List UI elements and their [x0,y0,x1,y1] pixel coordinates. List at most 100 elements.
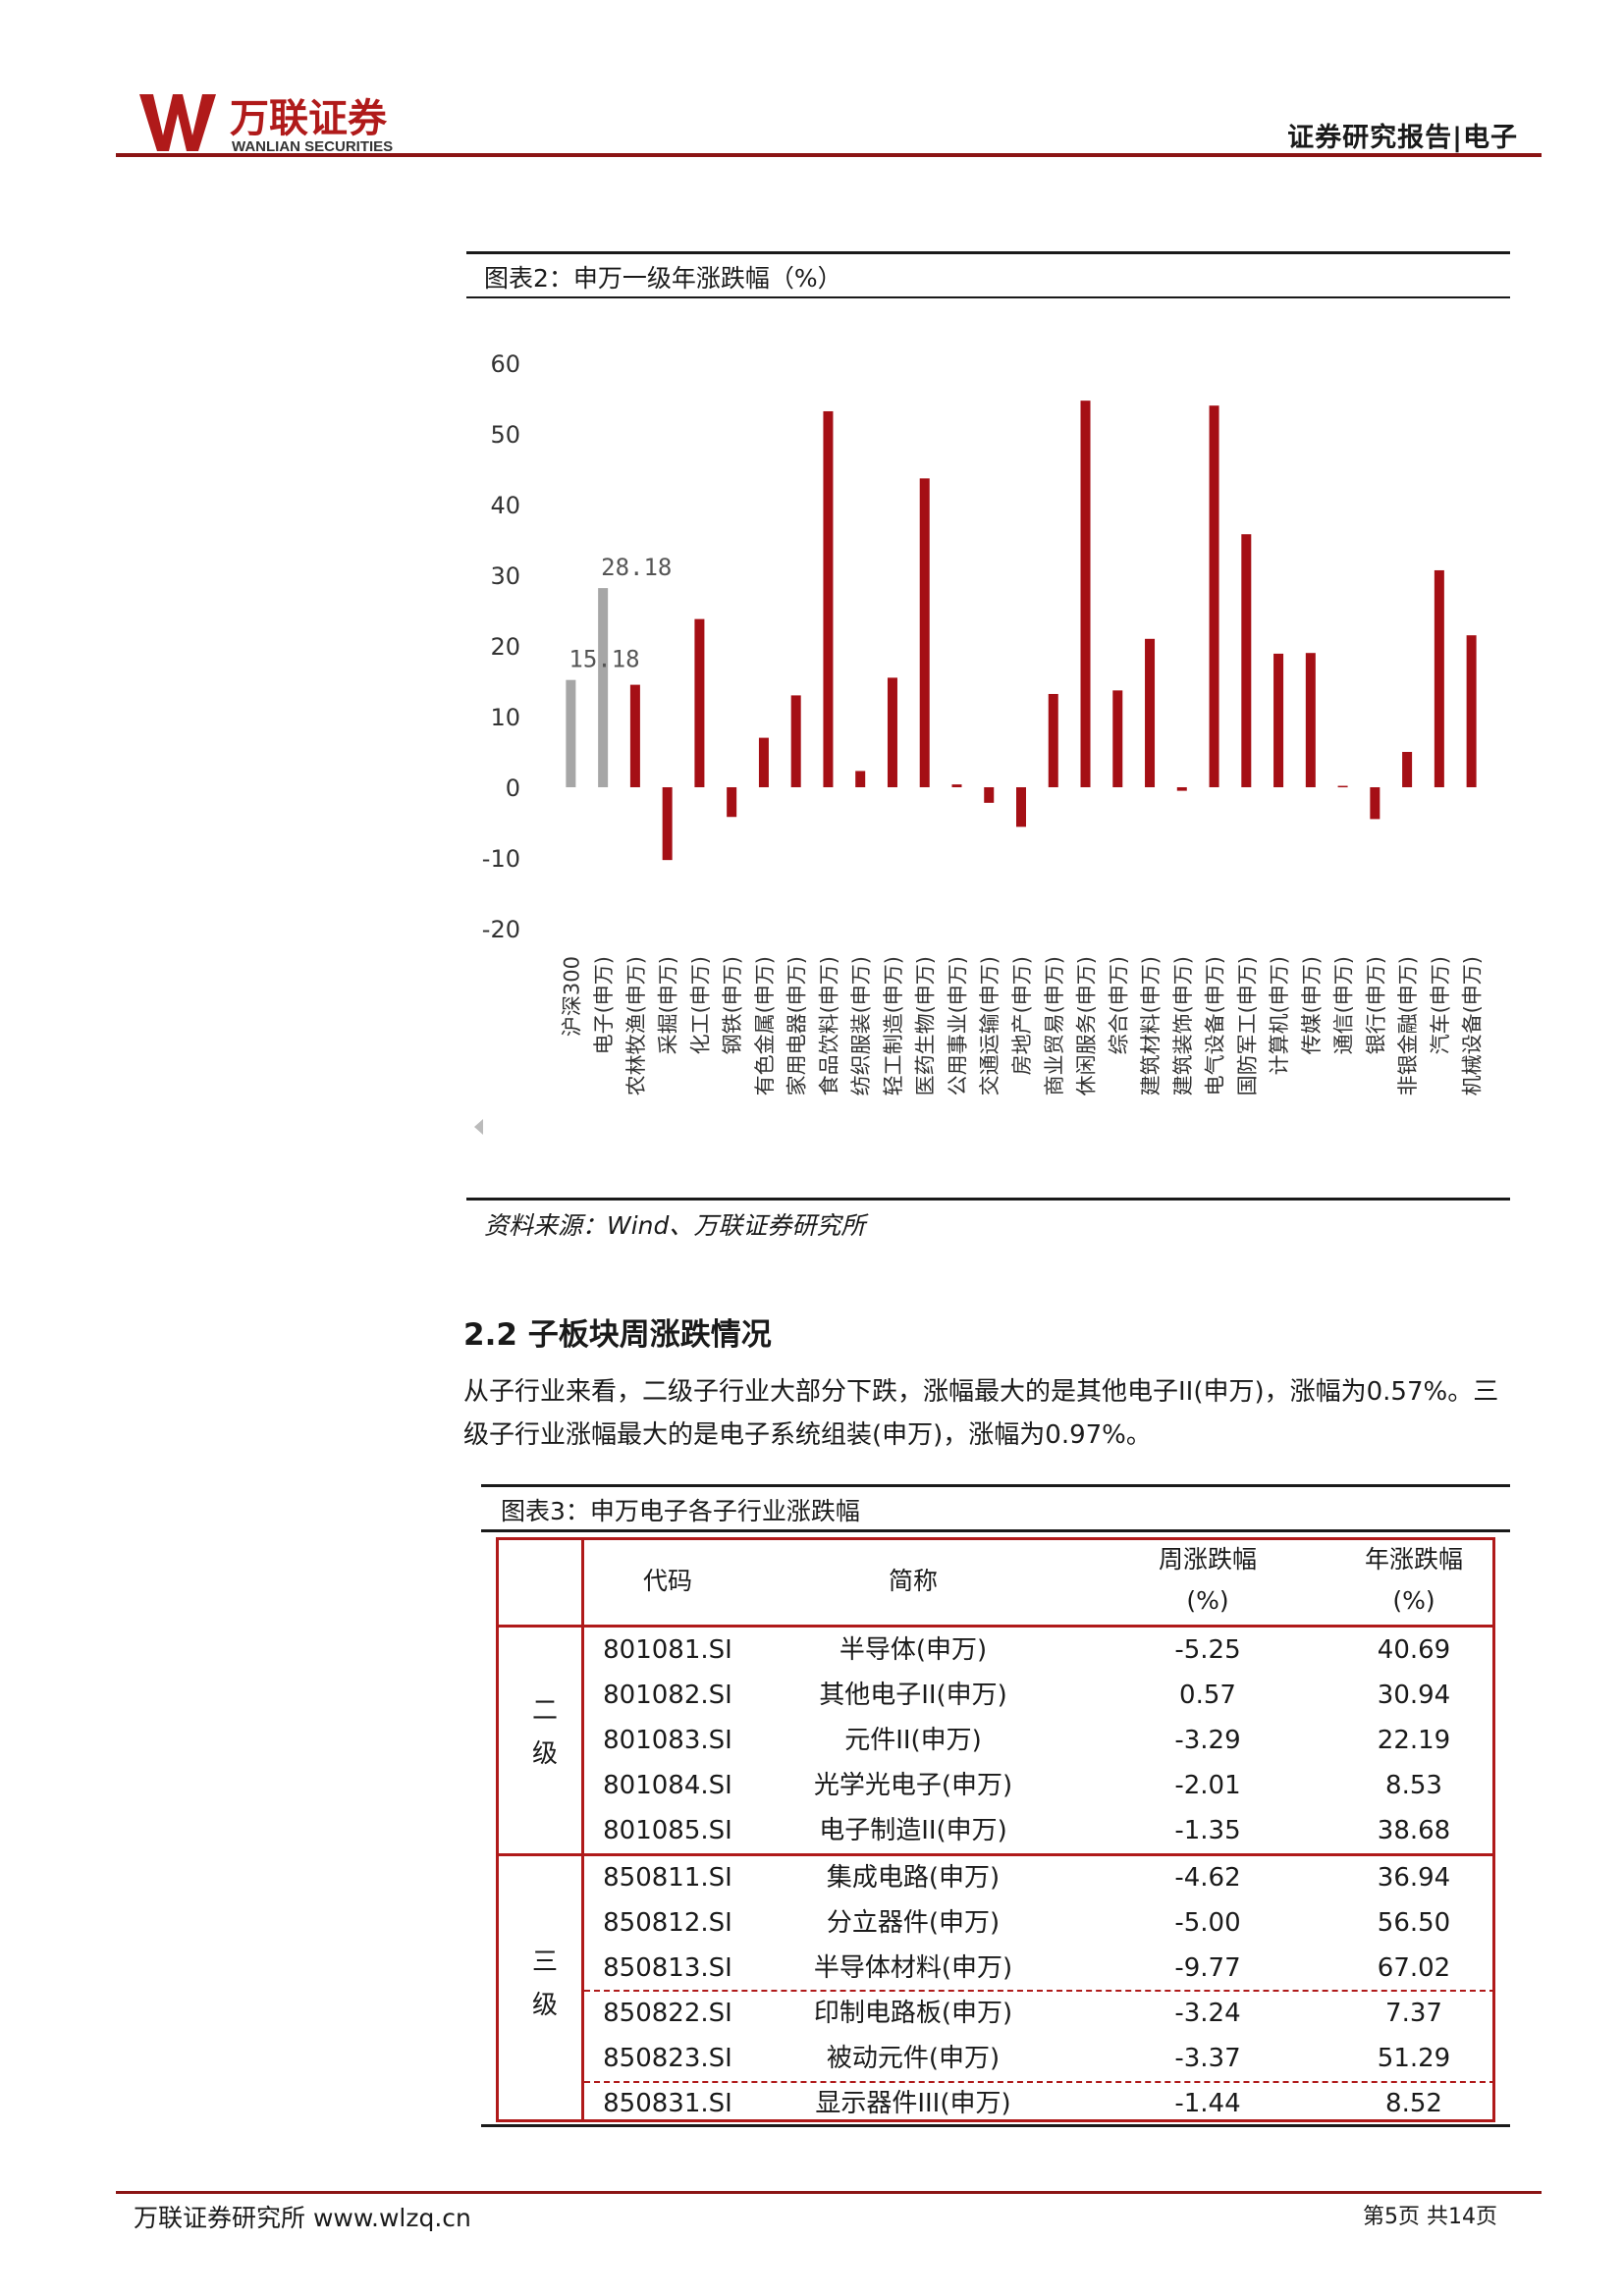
table-dashed-divider [584,2081,1495,2083]
section-paragraph: 从子行业来看，二级子行业大部分下跌，涨幅最大的是其他电子II(申万)，涨幅为0.… [463,1377,1499,1450]
cell-year-change: 36.94 [1377,1863,1451,1893]
bar [855,771,866,787]
x-tick-label: 纺织服装(申万) [849,956,873,1095]
bar [1241,534,1252,787]
bar [1112,690,1123,787]
page-indicator: 第5页 共14页 [1363,2199,1497,2230]
bar [662,787,673,861]
bar [1273,653,1284,787]
y-tick-label: -10 [482,845,520,873]
y-tick-label: 50 [490,421,520,449]
cell-name: 电子制造II(申万) [819,1816,1007,1845]
x-tick-label: 家用电器(申万) [785,956,809,1095]
x-tick-label: 建筑装饰(申万) [1171,956,1195,1095]
cell-year-change: 67.02 [1377,1953,1451,1983]
cell-week-change: -1.35 [1174,1816,1241,1845]
x-tick-label: 食品饮料(申万) [817,956,840,1095]
y-tick-label: -20 [482,916,520,943]
x-tick-label: 农林牧渔(申万) [624,956,648,1095]
cell-week-change: -5.25 [1174,1635,1241,1665]
bar [1016,787,1026,828]
table-group-rule [496,1853,1495,1856]
cell-name: 分立器件(申万) [826,1908,1001,1938]
cell-week-change: -2.01 [1174,1771,1241,1800]
cell-code: 850822.SI [603,1999,732,2028]
company-logo: 万联证券 WANLIAN SECURITIES [139,94,393,155]
cell-code: 801083.SI [603,1726,732,1755]
bar [823,410,834,787]
cell-code: 850811.SI [603,1863,732,1893]
y-tick-label: 40 [490,492,520,519]
cell-name: 显示器件III(申万) [815,2089,1011,2118]
bar [598,588,609,787]
bar [1402,752,1413,787]
bar [694,618,705,787]
cell-code: 850812.SI [603,1908,732,1938]
cell-name: 光学光电子(申万) [813,1771,1013,1800]
bar [727,787,737,818]
col-header-year-unit: (%) [1392,1586,1435,1615]
cell-name: 印制电路板(申万) [813,1999,1013,2028]
x-tick-label: 汽车(申万) [1429,956,1452,1054]
figure2-caption: 图表2：申万一级年涨跌幅（%） [484,264,842,293]
cell-week-change: -3.37 [1174,2044,1241,2073]
y-tick-label: 0 [506,774,520,802]
cell-code: 801084.SI [603,1771,732,1800]
bar [984,787,995,803]
cell-code: 801085.SI [603,1816,732,1845]
cell-code: 850813.SI [603,1953,732,1983]
cell-code: 850831.SI [603,2089,732,2118]
col-header-year: 年涨跌幅 [1364,1545,1463,1574]
cell-year-change: 40.69 [1377,1635,1451,1665]
col-header-week: 周涨跌幅 [1158,1545,1257,1574]
cell-year-change: 22.19 [1377,1726,1451,1755]
y-tick-label: 10 [490,704,520,731]
col-header-code: 代码 [642,1567,692,1595]
cell-year-change: 30.94 [1377,1681,1451,1710]
cell-week-change: -5.00 [1174,1908,1241,1938]
page-number: 5 [1384,2205,1399,2229]
cell-name: 半导体(申万) [839,1635,988,1665]
cell-code: 850823.SI [603,2044,732,2073]
footer-rule [116,2191,1542,2194]
x-tick-label: 国防军工(申万) [1235,956,1259,1095]
x-tick-label: 交通运输(申万) [978,956,1001,1095]
bar [1305,653,1316,787]
page-suffix: 页 [1476,2205,1498,2229]
x-tick-label: 公用事业(申万) [946,956,969,1095]
figure2-bottom-rule [466,1198,1510,1201]
x-tick-label: 电气设备(申万) [1204,956,1227,1095]
bar [919,478,930,787]
x-tick-label: 休闲服务(申万) [1075,956,1099,1095]
bar [1048,693,1058,787]
cell-year-change: 8.52 [1385,2089,1442,2118]
figure2-source: 资料来源：Wind、万联证券研究所 [484,1211,866,1240]
bar [951,784,962,787]
cell-name: 被动元件(申万) [826,2044,1001,2073]
x-tick-label: 轻工制造(申万) [882,956,905,1095]
cell-name: 元件II(申万) [844,1726,982,1755]
x-tick-label: 电子(申万) [592,956,616,1054]
x-tick-label: 采掘(申万) [657,956,680,1054]
figure2-caption-rule [466,296,1510,298]
bar [1434,569,1444,787]
x-tick-label: 商业贸易(申万) [1043,956,1066,1095]
x-tick-label: 综合(申万) [1107,956,1130,1054]
x-tick-label: 通信(申万) [1332,956,1356,1054]
bar [629,684,640,787]
x-tick-label: 有色金属(申万) [753,956,777,1095]
data-label: 28.18 [601,554,672,581]
bar [1337,785,1348,788]
figure3-top-rule [481,1484,1510,1487]
page-prefix: 第 [1363,2205,1385,2229]
cell-code: 801082.SI [603,1681,732,1710]
x-tick-label: 银行(申万) [1364,956,1387,1054]
cell-year-change: 7.37 [1385,1999,1442,2028]
bar [566,679,576,787]
cell-week-change: -3.29 [1174,1726,1241,1755]
table-dashed-divider [584,1990,1495,1992]
data-label: 15.18 [568,646,639,673]
col-header-week-unit: (%) [1186,1586,1229,1615]
bar [790,695,801,787]
col-header-name: 简称 [888,1567,938,1595]
